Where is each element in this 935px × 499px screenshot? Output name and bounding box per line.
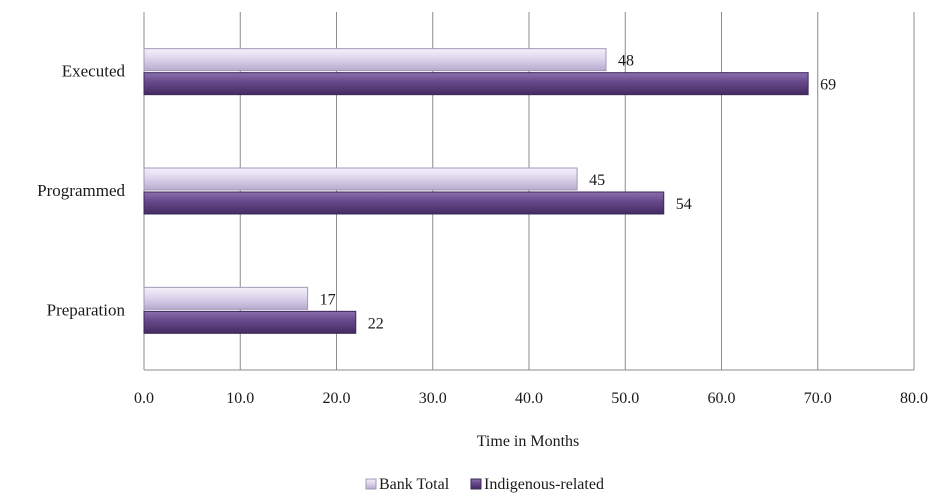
bars [143,48,809,334]
x-tick-label: 70.0 [804,390,832,407]
data-label: 22 [368,315,384,332]
bar-indigenous-related [143,310,357,334]
data-label: 17 [320,291,336,308]
labels: 0.0 10.0 20.0 30.0 40.0 50.0 60.0 70.0 80.0 Execu… [37,53,928,407]
x-tick-label: 20.0 [323,390,351,407]
grid-lines [143,12,915,371]
x-tick-label: 40.0 [515,390,543,407]
category-label: Programmed [37,181,125,200]
bar-bank-total [143,286,309,310]
data-label: 45 [589,172,605,189]
x-tick-label: 50.0 [611,390,639,407]
legend-swatch [365,478,377,490]
x-tick-label: 0.0 [134,390,154,407]
data-label: 54 [676,196,692,213]
bar-bank-total [143,167,578,191]
legend-label: Bank Total [379,476,450,493]
bar-bank-total [143,48,607,72]
x-tick-label: 80.0 [900,390,928,407]
legend: Bank Total Indigenous-related [365,476,604,493]
category-label: Executed [62,62,126,81]
x-tick-label: 60.0 [708,390,736,407]
data-label: 69 [820,77,836,94]
category-label: Preparation [47,300,126,319]
x-tick-label: 10.0 [226,390,254,407]
bar-indigenous-related [143,191,665,215]
legend-label: Indigenous-related [484,476,604,493]
legend-swatch [470,478,482,490]
data-label: 48 [618,53,634,70]
x-tick-label: 30.0 [419,390,447,407]
x-axis-title: Time in Months [477,433,580,450]
bar-indigenous-related [143,72,809,96]
